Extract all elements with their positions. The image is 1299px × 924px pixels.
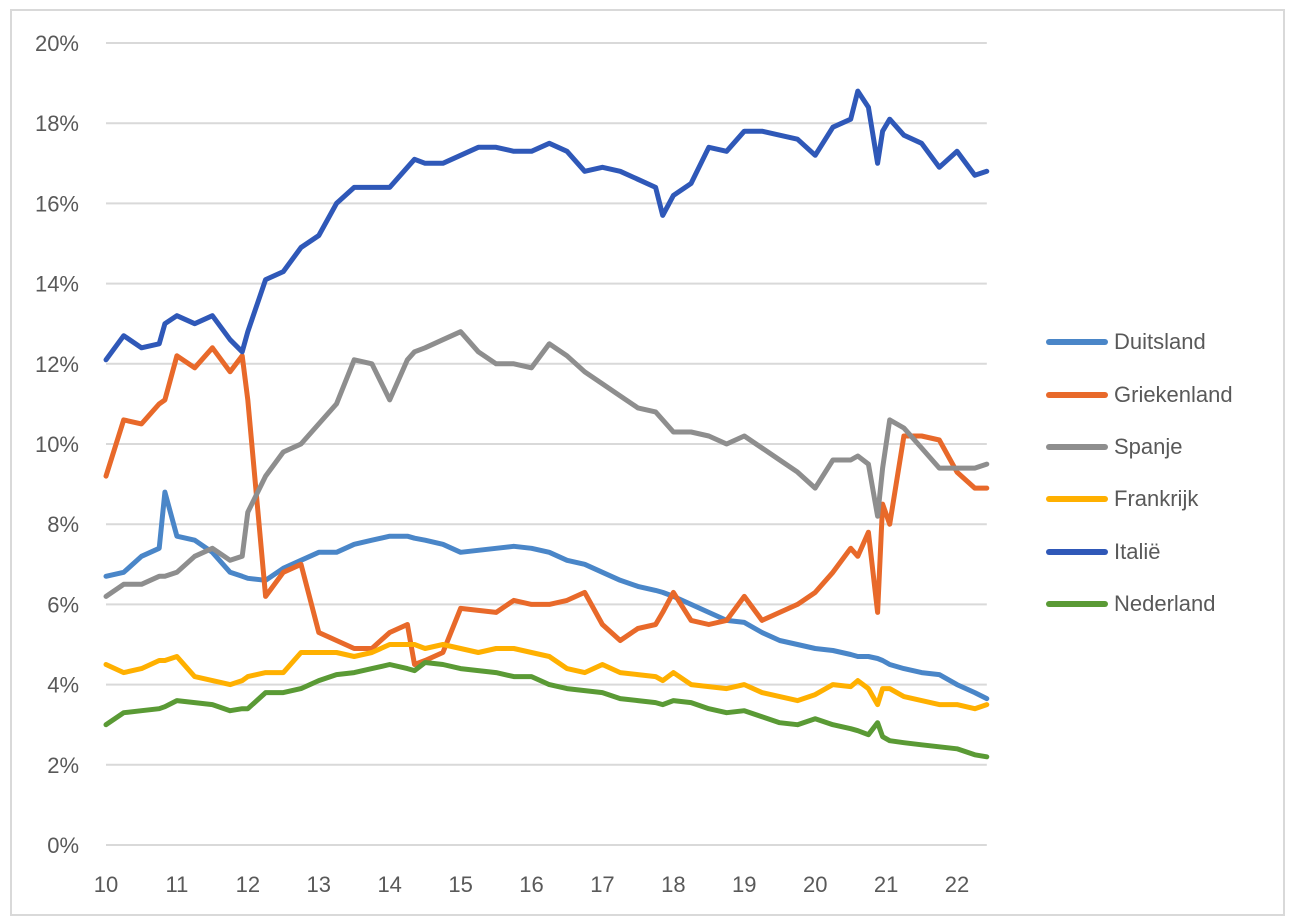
legend-item: Griekenland [1046,368,1233,420]
x-tick-label: 18 [661,872,685,897]
legend-label: Duitsland [1114,329,1206,355]
y-tick-label: 4% [47,673,79,698]
legend-swatch-icon [1046,443,1108,450]
y-tick-label: 8% [47,512,79,537]
legend-item: Spanje [1046,421,1233,473]
legend-item: Nederland [1046,578,1233,630]
legend-label: Nederland [1114,591,1216,617]
x-axis-ticks: 10 11 12 13 14 15 16 17 18 19 20 21 22 [94,872,970,897]
x-tick-label: 12 [236,872,260,897]
y-tick-label: 20% [35,31,79,56]
legend-label: Frankrijk [1114,486,1199,512]
series-line-nederland [103,660,990,760]
x-tick-label: 21 [874,872,898,897]
y-tick-label: 0% [47,833,79,858]
legend-swatch-icon [1046,391,1108,398]
legend: Duitsland Griekenland Spanje Frankrijk Itali… [1046,316,1233,630]
legend-swatch-icon [1046,339,1108,346]
legend-swatch-icon [1046,496,1108,503]
legend-item: Duitsland [1046,316,1233,368]
gridlines [106,42,987,846]
legend-item: Frankrijk [1046,473,1233,525]
y-tick-label: 6% [47,592,79,617]
y-tick-label: 2% [47,753,79,778]
x-tick-label: 11 [165,872,188,897]
x-tick-label: 13 [307,872,331,897]
series-lines [103,88,990,760]
y-tick-label: 10% [35,432,79,457]
legend-label: Spanje [1114,433,1183,459]
y-tick-label: 14% [35,272,79,297]
series-line-frankrijk [103,642,990,712]
y-tick-label: 18% [35,111,79,136]
x-tick-label: 16 [519,872,543,897]
y-tick-label: 16% [35,191,79,216]
legend-swatch-icon [1046,601,1108,608]
y-axis-ticks: 0% 2% 4% 6% 8% 10% 12% 14% 16% 18% 20% [35,31,79,858]
legend-swatch-icon [1046,548,1108,555]
series-line-duitsland [103,489,990,702]
legend-label: Griekenland [1114,381,1233,407]
x-tick-label: 14 [377,872,401,897]
x-tick-label: 17 [590,872,614,897]
series-line-spanje [103,329,990,599]
x-tick-label: 15 [448,872,472,897]
series-line-griekenland [103,345,990,667]
series-line-italië [103,88,990,363]
y-tick-label: 12% [35,352,79,377]
legend-label: Italië [1114,538,1161,564]
x-tick-label: 10 [94,872,118,897]
legend-item: Italië [1046,526,1233,578]
x-tick-label: 19 [732,872,756,897]
x-tick-label: 20 [803,872,827,897]
x-tick-label: 22 [945,872,969,897]
